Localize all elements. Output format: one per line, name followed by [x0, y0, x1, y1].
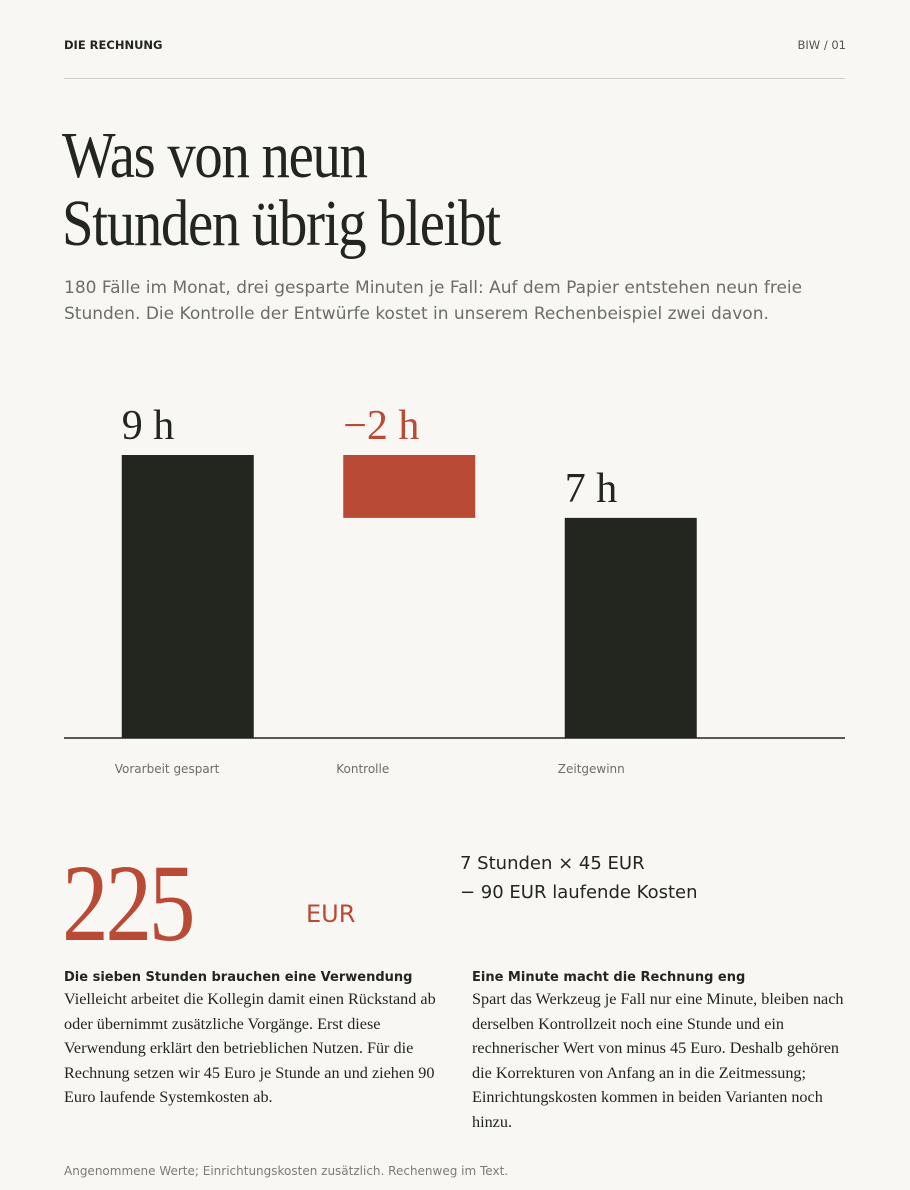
category-label: Zeitgewinn — [558, 762, 625, 776]
bar — [121, 455, 254, 738]
bar — [343, 455, 476, 518]
category-label: Kontrolle — [336, 762, 389, 776]
title-line: Was von neun — [62, 119, 368, 192]
column: Die sieben Stunden brauchen eine Verwend… — [64, 970, 436, 1110]
title: Was von neun Stunden übrig bleibt — [62, 119, 501, 260]
value-label: −2 h — [343, 403, 419, 449]
bar — [564, 517, 697, 738]
value-label: 9 h — [122, 403, 175, 449]
page-number: BIW / 01 — [797, 38, 846, 52]
column-heading: Die sieben Stunden brauchen eine Verwend… — [64, 970, 413, 985]
column-text: Spart das Werkzeug je Fall nur eine Minu… — [472, 990, 844, 1131]
column: Eine Minute macht die Rechnung eng Spart… — [472, 970, 844, 1135]
formula-line: − 90 EUR laufende Kosten — [460, 882, 698, 903]
lead: 180 Fälle im Monat, drei gesparte Minute… — [64, 278, 803, 324]
category-label: Vorarbeit gespart — [115, 762, 220, 776]
footnote: Angenommene Werte; Einrichtungskosten zu… — [64, 1164, 509, 1178]
formula-line: 7 Stunden × 45 EUR — [460, 853, 645, 874]
column-heading: Eine Minute macht die Rechnung eng — [472, 970, 746, 985]
header-rule — [64, 78, 845, 79]
result-unit: EUR — [306, 900, 356, 928]
chart: 9 h Vorarbeit gespart −2 h Kontrolle 7 h Zeit… — [64, 403, 845, 776]
title-line: Stunden übrig bleibt — [62, 187, 501, 260]
section-label: DIE RECHNUNG — [64, 38, 163, 52]
column-text: Vielleicht arbeitet die Kollegin damit e… — [64, 990, 436, 1107]
result-value: 225 — [62, 842, 195, 964]
value-label: 7 h — [565, 466, 618, 512]
